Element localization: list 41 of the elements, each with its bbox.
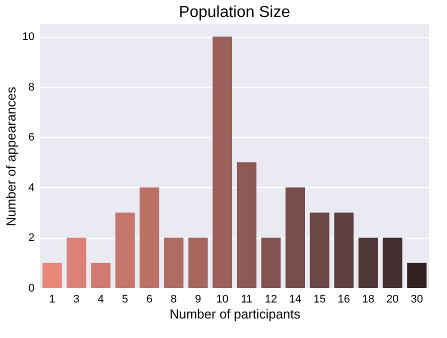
x-tick-label: 14: [289, 294, 302, 306]
y-tick-label: 6: [28, 132, 34, 144]
x-tick-label: 8: [170, 294, 177, 306]
x-tick-label: 20: [386, 294, 399, 306]
x-tick-label: 10: [216, 294, 228, 306]
bar: [188, 238, 208, 288]
bar: [310, 212, 330, 288]
bar: [115, 212, 135, 288]
bar: [407, 262, 427, 288]
bar: [91, 262, 111, 288]
bar: [286, 187, 306, 288]
bar: [212, 36, 232, 288]
bar: [42, 262, 62, 288]
x-tick-label: 16: [338, 294, 350, 306]
x-tick-label: 6: [146, 294, 152, 306]
bar: [358, 238, 378, 288]
x-tick-label: 18: [362, 294, 374, 306]
x-tick-label: 11: [240, 294, 252, 306]
x-tick-label: 12: [264, 294, 278, 306]
bar: [261, 238, 281, 288]
bar: [334, 212, 354, 288]
chart-title: Population Size: [178, 4, 290, 21]
bar: [164, 238, 184, 288]
x-tick-label: 9: [194, 294, 202, 306]
bar: [236, 162, 256, 288]
y-tick-label: 4: [28, 182, 34, 194]
y-tick-label: 8: [28, 81, 34, 94]
x-axis-title: Number of participants: [170, 306, 301, 322]
y-axis-title: Number of appearances: [3, 86, 18, 226]
x-tick-label: 5: [122, 294, 128, 306]
y-tick-label: 10: [22, 31, 34, 44]
y-tick-label: 2: [28, 232, 34, 244]
x-tick-label: 1: [49, 294, 56, 306]
bar: [140, 187, 160, 288]
x-tick-label: 4: [98, 294, 104, 306]
y-tick-label: 0: [28, 282, 34, 294]
x-tick-label: 15: [313, 294, 326, 306]
x-tick-label: 30: [410, 294, 423, 306]
x-tick-label: 3: [73, 294, 80, 306]
bar: [382, 238, 402, 288]
bar: [66, 238, 86, 288]
